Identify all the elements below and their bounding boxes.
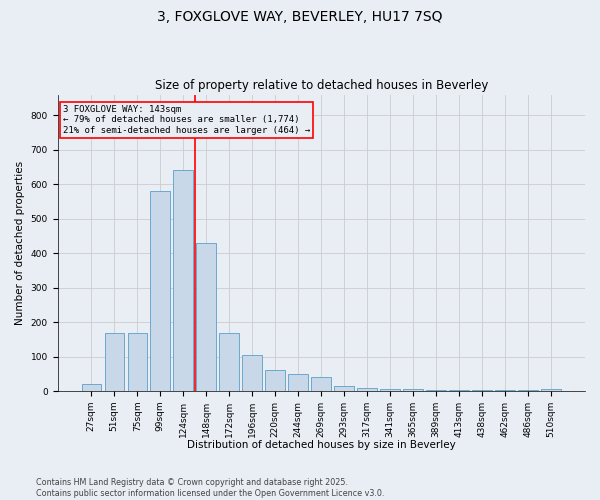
Bar <box>380 390 400 391</box>
Text: Contains HM Land Registry data © Crown copyright and database right 2025.
Contai: Contains HM Land Registry data © Crown c… <box>36 478 385 498</box>
Bar <box>196 243 216 391</box>
Bar <box>518 390 538 391</box>
Bar <box>427 390 446 391</box>
Text: 3, FOXGLOVE WAY, BEVERLEY, HU17 7SQ: 3, FOXGLOVE WAY, BEVERLEY, HU17 7SQ <box>157 10 443 24</box>
Title: Size of property relative to detached houses in Beverley: Size of property relative to detached ho… <box>155 79 488 92</box>
Bar <box>541 390 561 391</box>
Bar <box>403 390 423 391</box>
Bar <box>82 384 101 391</box>
Bar <box>104 332 124 391</box>
Bar <box>220 332 239 391</box>
Bar <box>472 390 492 391</box>
Bar <box>242 355 262 391</box>
Bar <box>334 386 354 391</box>
Bar <box>311 378 331 391</box>
Bar <box>496 390 515 391</box>
Bar <box>265 370 285 391</box>
Y-axis label: Number of detached properties: Number of detached properties <box>15 161 25 325</box>
Bar <box>358 388 377 391</box>
X-axis label: Distribution of detached houses by size in Beverley: Distribution of detached houses by size … <box>187 440 455 450</box>
Bar <box>128 332 147 391</box>
Bar <box>151 191 170 391</box>
Bar <box>173 170 193 391</box>
Bar <box>289 374 308 391</box>
Text: 3 FOXGLOVE WAY: 143sqm
← 79% of detached houses are smaller (1,774)
21% of semi-: 3 FOXGLOVE WAY: 143sqm ← 79% of detached… <box>63 105 310 134</box>
Bar <box>449 390 469 391</box>
